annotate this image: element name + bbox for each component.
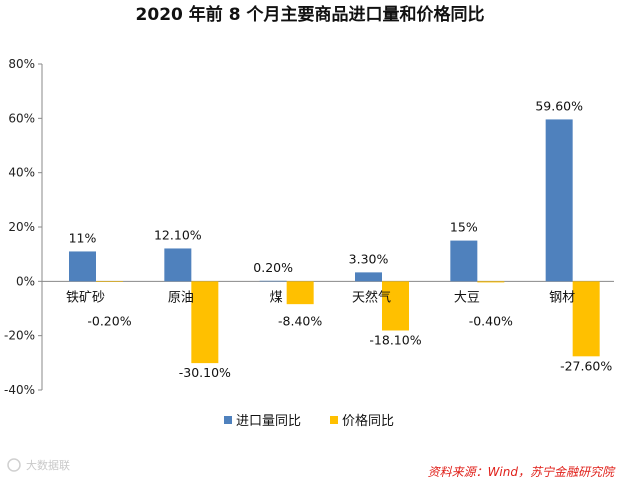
data-label-import-volume: 12.10% [154,227,202,242]
watermark-logo-icon [7,458,21,472]
y-tick-label: 40% [8,166,35,180]
category-labels: 铁矿砂 原油 煤 天然气 大豆 钢材 [66,289,575,305]
data-label-import-volume: 3.30% [349,251,389,266]
bar-price [286,281,314,305]
data-label-import-volume: 59.60% [535,98,583,113]
data-label-price: -30.10% [179,365,231,380]
y-axis: 80% 60% 40% 20% 0% -20% -40% [4,57,614,397]
category-label: 钢材 [549,290,575,305]
legend-swatch-import-volume [224,416,232,424]
chart-title: 2020 年前 8 个月主要商品进口量和价格同比 [136,4,485,25]
legend: 进口量同比 价格同比 [224,413,394,429]
data-labels: 11% -0.20% 12.10% -30.10% 0.20% -8.40% 3.30% -1… [69,98,613,380]
bar-price [477,281,505,283]
y-tick-label: -40% [4,383,35,397]
bar-import-volume [164,248,192,282]
bar-import-volume [355,272,382,282]
category-label: 天然气 [352,289,391,305]
watermark: 大数据联 [7,458,70,472]
y-tick-label: 80% [8,57,35,71]
bar-price [96,281,123,282]
source-note: 资料来源：Wind，苏宁金融研究院 [428,465,616,479]
bar-import-volume [259,280,287,282]
data-label-price: -18.10% [369,333,421,348]
y-tick-label: 60% [8,111,35,125]
data-label-import-volume: 15% [450,220,478,235]
bar-price [382,281,409,331]
watermark-text: 大数据联 [26,458,70,472]
category-label: 原油 [168,290,194,305]
data-label-price: -8.40% [278,313,322,328]
bar-import-volume [545,119,573,282]
bar-price [572,281,600,357]
legend-label-price: 价格同比 [342,413,394,429]
data-label-price: -0.40% [469,313,513,328]
data-label-import-volume: 11% [69,230,97,245]
category-label: 煤 [270,290,283,305]
legend-swatch-price [330,416,338,424]
category-label: 大豆 [454,290,480,305]
bars [69,119,600,364]
y-tick-label: 0% [16,274,35,288]
bar-price [191,281,219,364]
data-label-price: -27.60% [560,358,612,373]
category-label: 铁矿砂 [66,290,105,305]
data-label-price: -0.20% [87,313,131,328]
data-label-import-volume: 0.20% [253,260,293,275]
bar-import-volume [69,251,96,282]
bar-import-volume [450,240,478,282]
y-tick-label: -20% [4,329,35,343]
legend-label-import-volume: 进口量同比 [236,414,301,429]
y-tick-label: 20% [8,220,35,234]
